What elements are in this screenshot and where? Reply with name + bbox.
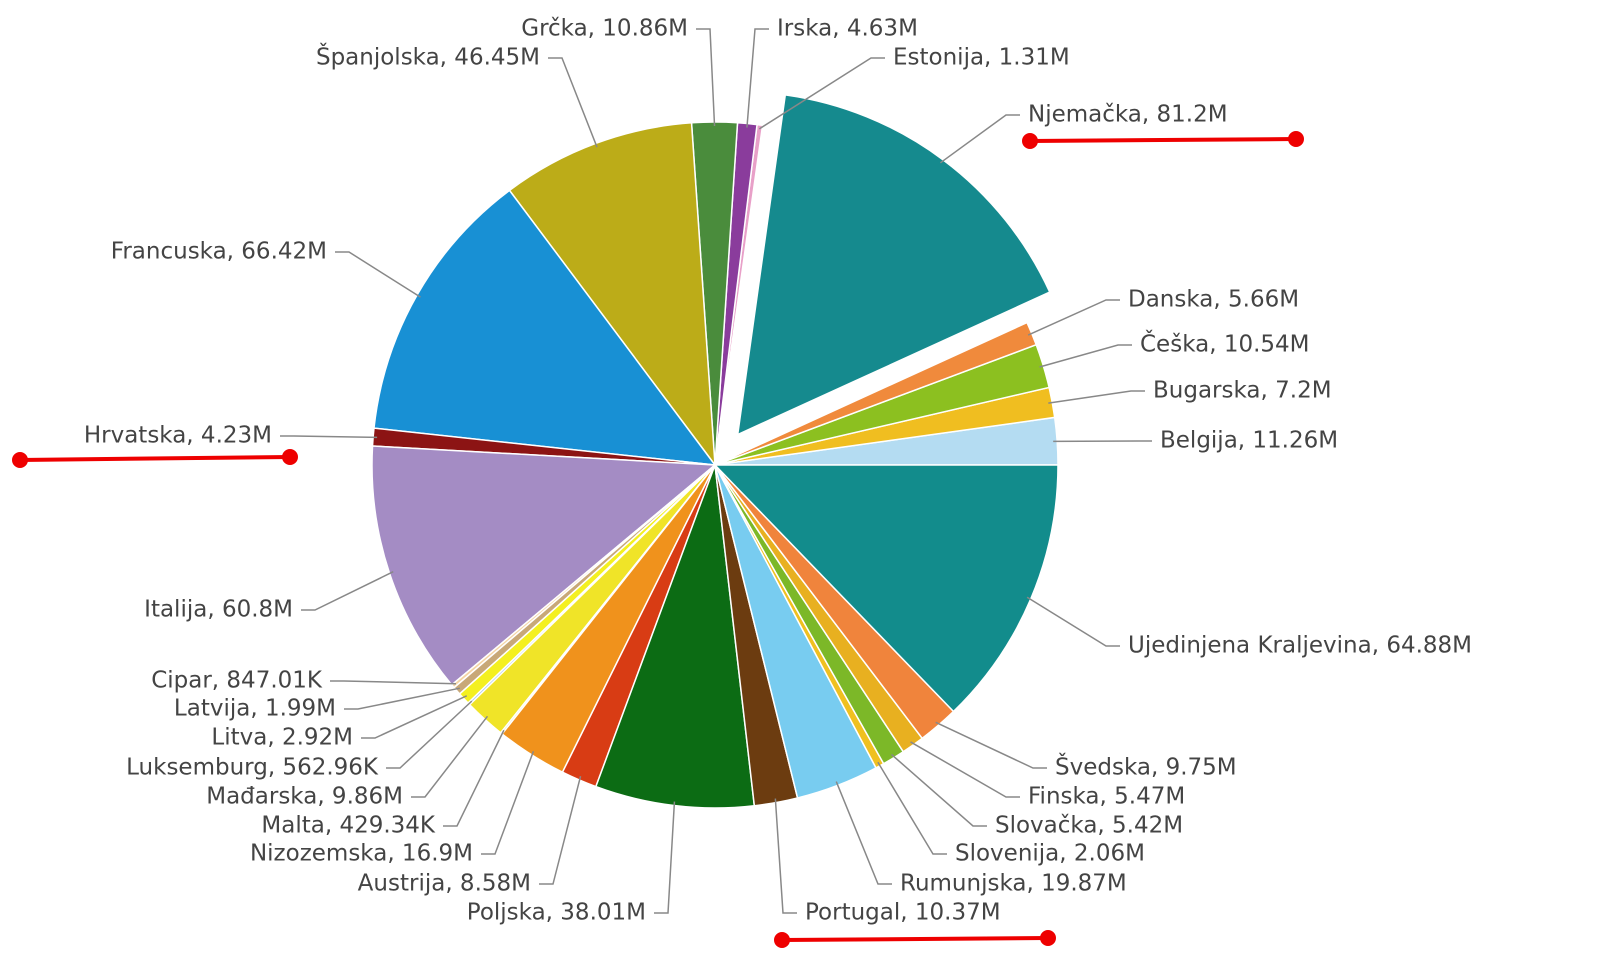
slice-label: Grčka, 10.86M <box>521 16 688 42</box>
slice-label: Latvija, 1.99M <box>174 696 336 722</box>
slice-label: Njemačka, 81.2M <box>1028 102 1228 128</box>
slice-label: Bugarska, 7.2M <box>1153 378 1332 404</box>
slice-label: Poljska, 38.01M <box>467 900 646 926</box>
slice-label: Austrija, 8.58M <box>358 871 531 897</box>
slice-label: Italija, 60.8M <box>144 597 293 623</box>
slice-label: Litva, 2.92M <box>211 725 353 751</box>
leader-line <box>361 695 468 739</box>
slice-label: Švedska, 9.75M <box>1055 753 1237 781</box>
pie <box>371 94 1059 809</box>
slice-label: Nizozemska, 16.9M <box>250 841 473 867</box>
underline <box>19 455 291 462</box>
annotations <box>12 131 1304 948</box>
leader-line <box>481 751 535 855</box>
leader-line <box>301 571 394 611</box>
leader-line <box>835 781 892 885</box>
leader-line <box>443 729 505 827</box>
slice-label: Finska, 5.47M <box>1028 784 1185 810</box>
leader-line <box>539 776 582 885</box>
slice-label: Slovačka, 5.42M <box>995 813 1183 839</box>
slice-label: Luksemburg, 562.96K <box>126 755 379 781</box>
leader-line <box>386 700 473 769</box>
slice-label: Ujedinjena Kraljevina, 64.88M <box>1128 633 1472 659</box>
leader-line <box>330 680 456 685</box>
leader-line <box>746 28 769 128</box>
leader-line <box>548 57 598 148</box>
underline <box>1029 137 1297 143</box>
leader-line <box>1039 344 1132 368</box>
slice-label: Mađarska, 9.86M <box>206 784 403 810</box>
slice-label: Malta, 429.34K <box>261 813 436 839</box>
leader-line <box>935 721 1047 769</box>
leader-line <box>654 801 676 914</box>
leader-line <box>758 57 885 130</box>
slice-label: Španjolska, 46.45M <box>316 43 540 71</box>
dot <box>282 449 298 465</box>
labels: Belgija, 11.26M Bugarska, 7.2M Češka, 10.5… <box>84 16 1472 926</box>
leader-line <box>335 251 421 298</box>
dot <box>1288 131 1304 147</box>
leader-line <box>696 28 716 127</box>
underline <box>781 936 1049 942</box>
slice-label: Portugal, 10.37M <box>805 900 1001 926</box>
slice-label: Danska, 5.66M <box>1128 287 1299 313</box>
leader-line <box>939 114 1020 164</box>
slice-label: Irska, 4.63M <box>777 16 918 42</box>
leader-line <box>1048 390 1145 404</box>
dot <box>774 932 790 948</box>
leader-line <box>411 715 489 798</box>
dot <box>1040 930 1056 946</box>
slice-label: Estonija, 1.31M <box>893 45 1070 71</box>
leader-line <box>1026 596 1120 647</box>
slice-label: Cipar, 847.01K <box>151 668 323 694</box>
leader-line <box>910 741 1020 798</box>
leader-line <box>280 435 378 439</box>
slice-label: Češka, 10.54M <box>1140 330 1310 358</box>
leader-line <box>344 687 460 710</box>
leader-line <box>877 761 947 855</box>
slice-label: Slovenija, 2.06M <box>955 841 1145 867</box>
leader-line <box>890 753 987 827</box>
slice-label: Belgija, 11.26M <box>1160 428 1338 454</box>
slice-label: Hrvatska, 4.23M <box>84 423 272 449</box>
slice-label: Francuska, 66.42M <box>111 239 327 265</box>
dot <box>1022 133 1038 149</box>
leader-line <box>774 798 797 914</box>
pie-slice <box>736 94 1051 436</box>
leader-line <box>1027 299 1120 336</box>
dot <box>12 452 28 468</box>
slice-label: Rumunjska, 19.87M <box>900 871 1127 897</box>
